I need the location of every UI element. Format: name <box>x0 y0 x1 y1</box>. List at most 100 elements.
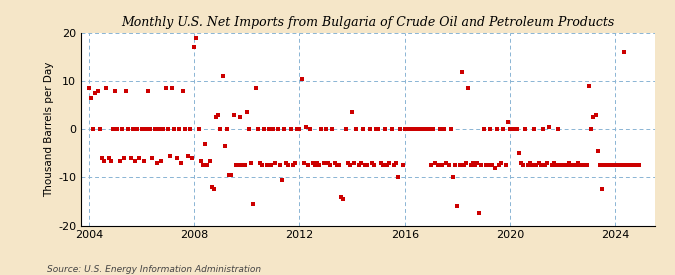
Point <box>500 163 511 167</box>
Point <box>149 127 160 131</box>
Point <box>630 163 641 167</box>
Point <box>586 127 597 131</box>
Point <box>553 127 564 131</box>
Point <box>128 127 138 131</box>
Point <box>182 153 193 158</box>
Point <box>489 166 500 170</box>
Point <box>107 127 118 131</box>
Point <box>329 161 340 165</box>
Point <box>544 125 555 129</box>
Point <box>584 84 595 88</box>
Point <box>518 163 529 167</box>
Point <box>158 127 169 131</box>
Point <box>467 161 478 165</box>
Point <box>221 127 232 131</box>
Point <box>134 156 144 160</box>
Point <box>300 125 311 129</box>
Point <box>575 163 586 167</box>
Point <box>312 161 323 165</box>
Point <box>178 89 188 93</box>
Point <box>195 158 206 163</box>
Point <box>191 35 202 40</box>
Point <box>375 161 386 165</box>
Point <box>450 163 460 167</box>
Point <box>95 127 105 131</box>
Point <box>112 127 123 131</box>
Point <box>344 163 355 167</box>
Point <box>493 163 504 167</box>
Point <box>242 110 252 115</box>
Point <box>441 161 452 165</box>
Point <box>555 163 566 167</box>
Point <box>351 127 362 131</box>
Point <box>452 204 463 208</box>
Point <box>516 161 526 165</box>
Point <box>406 127 416 131</box>
Point <box>377 163 388 167</box>
Point <box>298 161 309 165</box>
Point <box>430 161 441 165</box>
Point <box>252 127 263 131</box>
Point <box>507 127 518 131</box>
Point <box>551 163 562 167</box>
Point <box>176 161 186 165</box>
Point <box>426 163 437 167</box>
Point <box>628 163 639 167</box>
Point <box>309 163 320 167</box>
Point <box>487 163 498 167</box>
Point <box>570 163 581 167</box>
Point <box>603 163 614 167</box>
Point <box>316 127 327 131</box>
Point <box>369 163 379 167</box>
Point <box>511 127 522 131</box>
Y-axis label: Thousand Barrels per Day: Thousand Barrels per Day <box>44 62 54 197</box>
Point <box>579 163 590 167</box>
Point <box>156 158 167 163</box>
Point <box>213 113 223 117</box>
Point <box>307 161 318 165</box>
Point <box>379 127 390 131</box>
Point <box>261 163 272 167</box>
Point <box>588 115 599 119</box>
Point <box>529 127 539 131</box>
Point <box>572 161 583 165</box>
Point <box>382 163 393 167</box>
Point <box>549 161 560 165</box>
Point <box>428 127 439 131</box>
Point <box>400 127 410 131</box>
Point <box>259 127 270 131</box>
Point <box>286 127 296 131</box>
Point <box>338 197 349 201</box>
Point <box>485 127 495 131</box>
Point <box>542 161 553 165</box>
Point <box>577 163 588 167</box>
Point <box>147 156 158 160</box>
Point <box>323 161 333 165</box>
Point <box>217 74 228 79</box>
Point <box>410 127 421 131</box>
Point <box>614 163 625 167</box>
Point <box>437 163 448 167</box>
Point <box>439 127 450 131</box>
Point <box>634 163 645 167</box>
Point <box>612 163 623 167</box>
Point <box>136 127 147 131</box>
Point <box>610 163 621 167</box>
Point <box>169 127 180 131</box>
Point <box>246 161 256 165</box>
Point <box>463 86 474 90</box>
Point <box>340 127 351 131</box>
Point <box>581 163 592 167</box>
Point <box>526 163 537 167</box>
Point <box>290 161 300 165</box>
Point <box>303 163 314 167</box>
Point <box>204 158 215 163</box>
Point <box>145 127 156 131</box>
Point <box>562 163 572 167</box>
Point <box>524 161 535 165</box>
Point <box>514 151 524 156</box>
Point <box>233 163 244 167</box>
Point <box>533 161 544 165</box>
Point <box>121 89 132 93</box>
Point <box>239 163 250 167</box>
